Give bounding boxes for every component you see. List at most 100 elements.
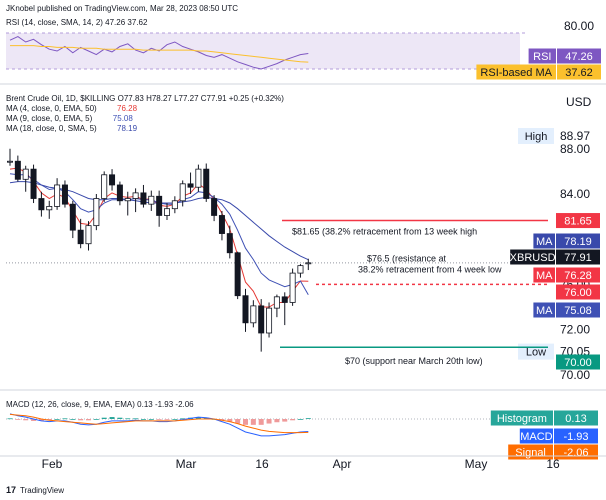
candle-body [46, 206, 53, 211]
macd-hist-bar [62, 418, 68, 420]
candle-body [148, 195, 155, 205]
macd-hist-bar [78, 419, 84, 421]
y-tick-label: 88.00 [560, 142, 590, 156]
macd-badge-label: MACD [520, 431, 552, 443]
macd-hist-bar [219, 419, 225, 421]
ma-legend-value-0: 76.28 [117, 104, 138, 113]
ma-legend-1: MA (9, close, 0, EMA, 5) [6, 114, 93, 123]
x-axis-label: Feb [42, 457, 63, 471]
macd-hist-bar [133, 418, 139, 420]
candle-body [54, 184, 61, 207]
candle-body [187, 183, 194, 188]
candle-body [242, 295, 249, 324]
candle-body [124, 198, 131, 202]
macd-hist-bar [38, 419, 44, 421]
macd-hist-bar [274, 419, 280, 423]
rsi-badge-value-bg [557, 48, 601, 64]
candle-body [7, 160, 13, 163]
price-badge-3-value: 76.28 [564, 270, 592, 282]
annotation-81: $81.65 (38.2% retracement from 13 week h… [292, 227, 477, 237]
macd-hist-bar [282, 419, 288, 422]
candle-body [85, 225, 92, 245]
tradingview-logo: 17 TradingView [6, 485, 64, 495]
histogram-badge-label-bg [490, 410, 553, 426]
price-badge-1-value-bg [556, 233, 600, 249]
candle-body [273, 296, 280, 309]
macd-hist-bar [258, 419, 264, 425]
price-badge-6-value: 70.00 [564, 357, 592, 369]
high-value: 88.97 [560, 129, 590, 143]
macd-badge-label-bg [519, 428, 553, 444]
price-badge-4-value: 76.00 [564, 287, 592, 299]
candle-body [101, 174, 108, 199]
macd-hist-bar [203, 417, 209, 419]
annotation-76-line1: $76.5 (resistance at [367, 253, 447, 263]
x-axis-label: 16 [255, 457, 269, 471]
histogram-badge-value-bg [554, 410, 598, 426]
price-badge-5-value-bg [556, 302, 600, 318]
symbol-legend: Brent Crude Oil, 1D, $KILLING O77.83 H78… [6, 94, 284, 103]
histogram-badge-label: Histogram [497, 413, 547, 425]
macd-hist-bar [46, 419, 52, 421]
rsi-ma-badge-value-bg [557, 64, 601, 80]
price-badge-6-value-bg [556, 354, 600, 370]
rsi-ma-badge-label: RSI-based MA [480, 67, 552, 79]
macd-hist-bar [31, 419, 37, 421]
macd-hist-bar [227, 419, 233, 422]
candle-body [179, 183, 186, 202]
candle-body [218, 215, 225, 234]
candle-body [211, 198, 218, 216]
ma-legend-value-2: 78.19 [117, 124, 138, 133]
macd-hist-bar [54, 419, 60, 420]
low-label: Low [526, 347, 546, 359]
price-badge-2-value-bg [556, 249, 600, 265]
candle-body [250, 305, 257, 324]
macd-hist-bar [180, 418, 186, 420]
macd-hist-bar [172, 419, 178, 420]
price-badge-2-label-bg [510, 249, 555, 265]
price-pane[interactable]: Brent Crude Oil, 1D, $KILLING O77.83 H78… [0, 94, 606, 471]
macd-hist-bar [305, 418, 311, 419]
macd-hist-bar [297, 419, 303, 420]
x-axis-label: 16 [546, 457, 560, 471]
macd-hist-bar [156, 419, 162, 420]
macd-badge-value: -1.93 [563, 431, 588, 443]
price-badge-2-value: 77.91 [564, 252, 592, 264]
rsi-ma-badge-value: 37.62 [565, 67, 593, 79]
candle-body [305, 262, 312, 265]
price-badge-5-label: MA [536, 305, 553, 317]
price-badge-2-label: XBRUSD [510, 252, 556, 264]
rsi-pane[interactable]: RSI (14, close, SMA, 14, 2) 47.26 37.62 8… [0, 18, 606, 85]
annotation-76-line2: 38.2% retracement from 4 week low [358, 264, 502, 274]
macd-legend: MACD (12, 26, close, 9, EMA, EMA) 0.13 -… [6, 400, 194, 409]
price-badge-1-value: 78.19 [564, 236, 592, 248]
macd-pane[interactable]: MACD (12, 26, close, 9, EMA, EMA) 0.13 -… [0, 400, 606, 460]
annotation-70: $70 (support near March 20th low) [345, 356, 483, 366]
price-badge-3-label-bg [533, 267, 555, 283]
macd-hist-bar [243, 419, 248, 425]
rsi-ma-line [10, 45, 309, 63]
candle-body [297, 265, 304, 274]
macd-hist-bar [93, 419, 99, 420]
candle-body [171, 200, 178, 210]
high-label-bg [518, 128, 554, 144]
price-badge-3-label: MA [536, 270, 553, 282]
x-axis-label: Mar [176, 457, 197, 471]
candle-body [163, 208, 170, 216]
price-badge-0-value: 81.65 [564, 216, 592, 228]
macd-hist-bar [117, 417, 123, 419]
ma-legend-2: MA (18, close, 0, SMA, 5) [6, 124, 97, 133]
candle-body [140, 192, 147, 205]
price-badge-1-label-bg [533, 233, 555, 249]
histogram-badge-value: 0.13 [565, 413, 586, 425]
rsi-band [6, 33, 520, 69]
macd-hist-bar [235, 419, 241, 424]
macd-hist-bar [15, 419, 21, 420]
candle-body [132, 192, 139, 199]
rsi-axis-tick: 80.00 [564, 19, 594, 33]
rsi-badge-value: 47.26 [565, 51, 593, 63]
rsi-line [9, 36, 309, 70]
macd-hist-bar [250, 419, 256, 425]
candle-body [30, 168, 37, 199]
